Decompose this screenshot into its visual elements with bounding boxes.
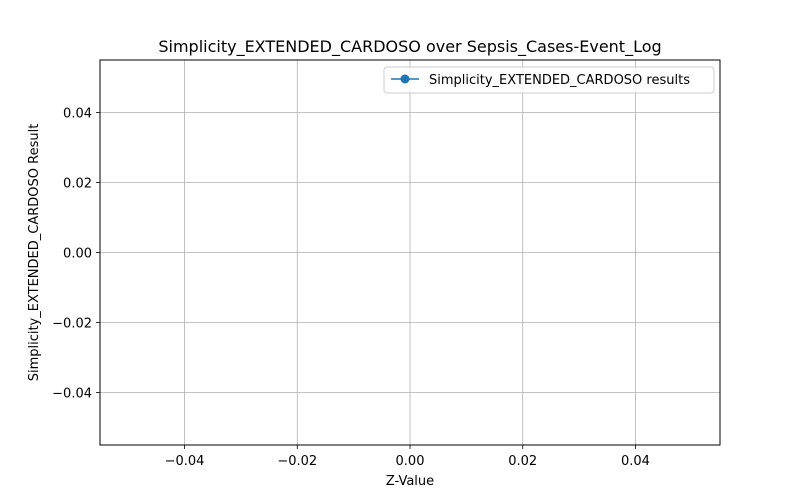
y-tick-label: 0.00 bbox=[63, 247, 92, 262]
x-tick-label: −0.04 bbox=[165, 454, 205, 469]
y-tick-label: 0.04 bbox=[63, 107, 92, 122]
legend-marker-icon bbox=[400, 74, 410, 84]
y-axis-label: Simplicity_EXTENDED_CARDOSO Result bbox=[27, 124, 42, 382]
x-tick-label: 0.00 bbox=[396, 454, 425, 469]
y-tick-label: 0.02 bbox=[63, 177, 92, 192]
x-tick-label: −0.02 bbox=[277, 454, 317, 469]
y-tick-label: −0.02 bbox=[52, 317, 92, 332]
grid bbox=[100, 60, 720, 445]
chart-title: Simplicity_EXTENDED_CARDOSO over Sepsis_… bbox=[158, 37, 661, 57]
x-axis: −0.04 −0.02 0.00 0.02 0.04 bbox=[165, 445, 650, 469]
x-tick-label: 0.04 bbox=[621, 454, 650, 469]
legend-label: Simplicity_EXTENDED_CARDOSO results bbox=[429, 73, 690, 88]
legend-frame bbox=[383, 66, 715, 94]
legend: Simplicity_EXTENDED_CARDOSO results bbox=[383, 66, 715, 94]
y-axis: 0.04 0.02 0.00 −0.02 −0.04 bbox=[52, 107, 100, 402]
x-tick-label: 0.02 bbox=[508, 454, 537, 469]
y-tick-label: −0.04 bbox=[52, 387, 92, 402]
x-axis-label: Z-Value bbox=[386, 474, 434, 489]
